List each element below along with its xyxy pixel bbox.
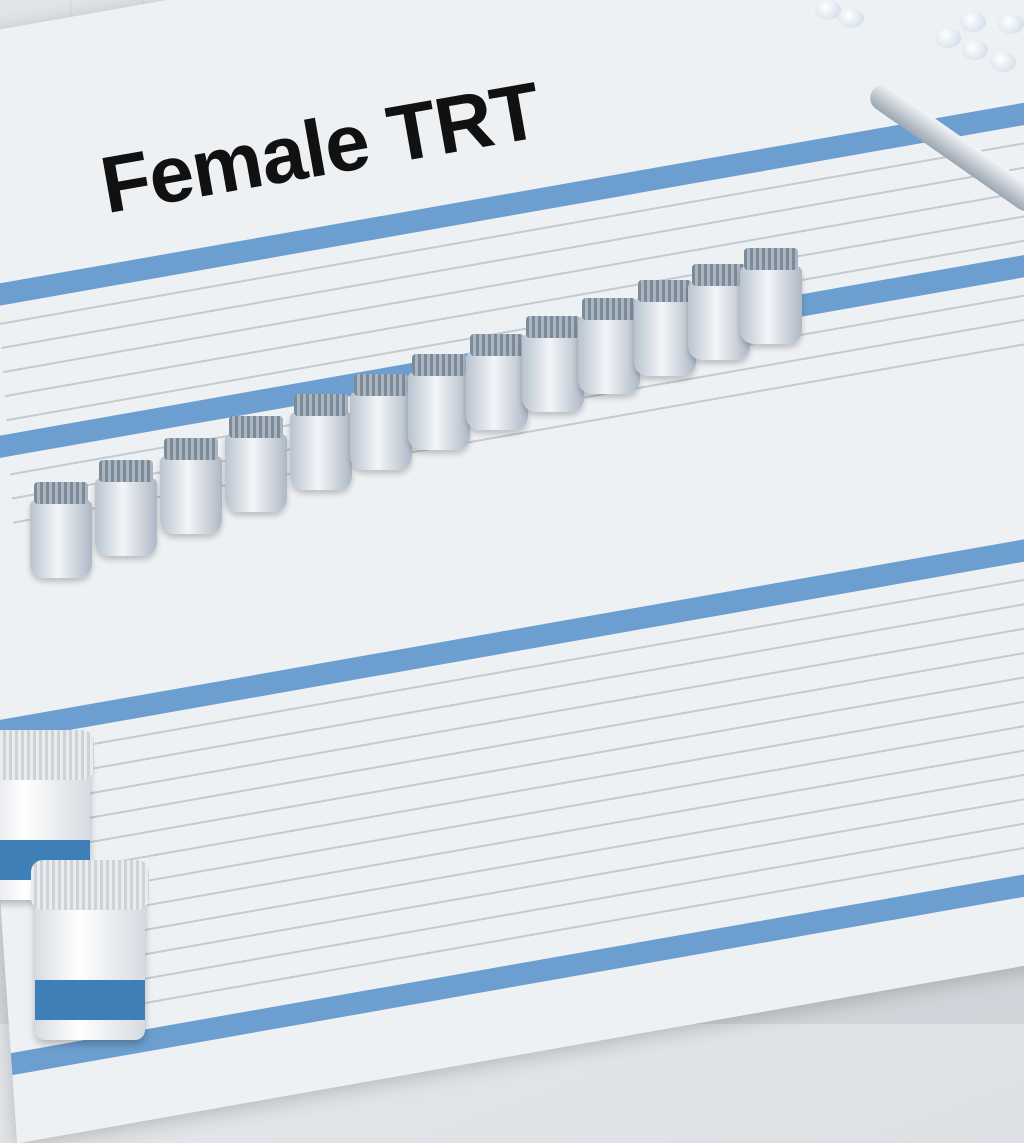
vial (160, 438, 222, 534)
vial (466, 334, 528, 430)
vial (740, 248, 802, 344)
vial (408, 354, 470, 450)
pill (960, 12, 986, 32)
vial (350, 374, 412, 470)
pill (815, 0, 841, 20)
vial (578, 298, 640, 394)
bottle-cap (0, 730, 94, 780)
vial (95, 460, 157, 556)
pill (990, 52, 1016, 72)
bottle-label (35, 980, 145, 1020)
vial (634, 280, 696, 376)
vial (688, 264, 750, 360)
pill (962, 40, 988, 60)
vial (290, 394, 352, 490)
vial (522, 316, 584, 412)
vial (225, 416, 287, 512)
pill (935, 28, 961, 48)
pill (998, 14, 1024, 34)
bottle-cap (31, 860, 149, 910)
pill (838, 8, 864, 28)
pill-bottle (31, 860, 149, 1040)
vial (30, 482, 92, 578)
